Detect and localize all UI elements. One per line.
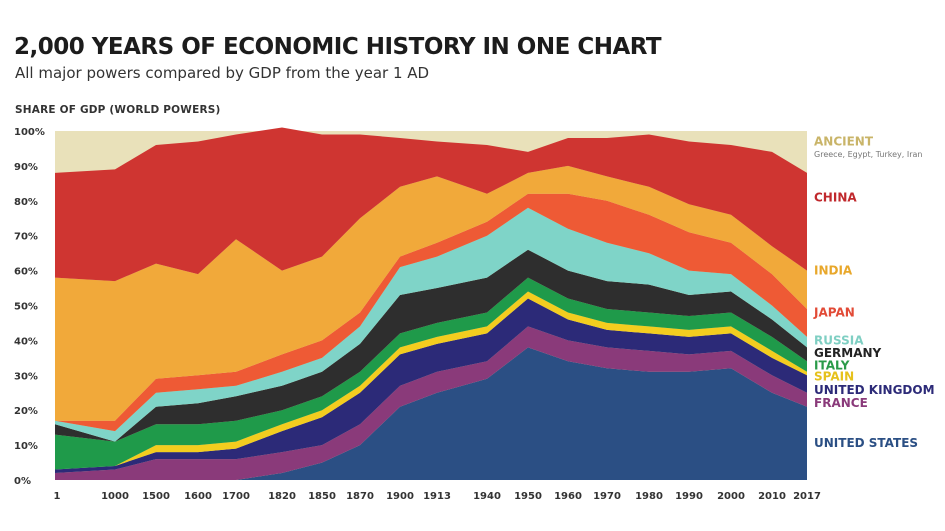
x-tick-label: 1950 [514, 491, 542, 502]
y-tick-label: 70% [14, 232, 38, 243]
x-tick-label: 1500 [142, 491, 170, 502]
x-tick-label: 1700 [222, 491, 250, 502]
area-india [55, 193, 807, 432]
x-tick-label: 1913 [423, 491, 451, 502]
series-label-germany: GERMANY [814, 346, 882, 360]
x-tick-label: 1960 [554, 491, 582, 502]
chart-subtitle: All major powers compared by GDP from th… [15, 64, 430, 82]
y-axis-label: SHARE OF GDP (WORLD POWERS) [15, 104, 221, 116]
x-tick-label: 1970 [593, 491, 621, 502]
area-united-states [55, 347, 807, 480]
x-tick-label: 2000 [717, 491, 745, 502]
series-label-japan: JAPAN [813, 305, 855, 319]
series-label-russia: RUSSIA [814, 333, 864, 347]
y-tick-label: 100% [14, 127, 45, 138]
x-tick-label: 1850 [308, 491, 336, 502]
x-tick-label: 1600 [184, 491, 212, 502]
area-france [55, 326, 807, 480]
area-japan [55, 207, 807, 442]
area-china [55, 165, 807, 421]
area-ancient [55, 127, 807, 282]
x-tick-label: 1870 [346, 491, 374, 502]
series-label-china: CHINA [814, 190, 857, 204]
x-tick-label: 1 [54, 491, 61, 502]
x-tick-label: 1000 [101, 491, 129, 502]
y-tick-label: 80% [14, 197, 38, 208]
x-tick-label: 1900 [386, 491, 414, 502]
ancient-note: Greece, Egypt, Turkey, Iran [814, 150, 922, 159]
x-tick-label: 1820 [268, 491, 296, 502]
series-label-ancient: ANCIENT [814, 134, 874, 148]
x-tick-label: 2017 [793, 491, 821, 502]
x-tick-label: 1940 [473, 491, 501, 502]
y-tick-label: 60% [14, 267, 38, 278]
y-tick-label: 40% [14, 336, 38, 347]
x-tick-label: 1990 [675, 491, 703, 502]
series-label-united-kingdom: UNITED KINGDOM [814, 383, 935, 397]
y-tick-label: 50% [14, 302, 38, 313]
y-tick-label: 10% [14, 441, 38, 452]
y-tick-label: 90% [14, 162, 38, 173]
area-germany [55, 277, 807, 470]
chart-title: 2,000 YEARS OF ECONOMIC HISTORY IN ONE C… [14, 34, 662, 60]
area-russia [55, 249, 807, 442]
series-label-italy: ITALY [814, 359, 850, 373]
x-tick-label: 2010 [758, 491, 786, 502]
y-tick-label: 20% [14, 406, 38, 417]
y-tick-label: 0% [14, 476, 31, 487]
series-label-spain: SPAIN [814, 370, 854, 384]
series-label-united-states: UNITED STATES [814, 436, 918, 450]
area-united-kingdom [55, 298, 807, 473]
series-label-india: INDIA [814, 264, 853, 278]
series-label-france: FRANCE [814, 396, 868, 410]
x-tick-label: 1980 [635, 491, 663, 502]
y-tick-label: 30% [14, 371, 38, 382]
